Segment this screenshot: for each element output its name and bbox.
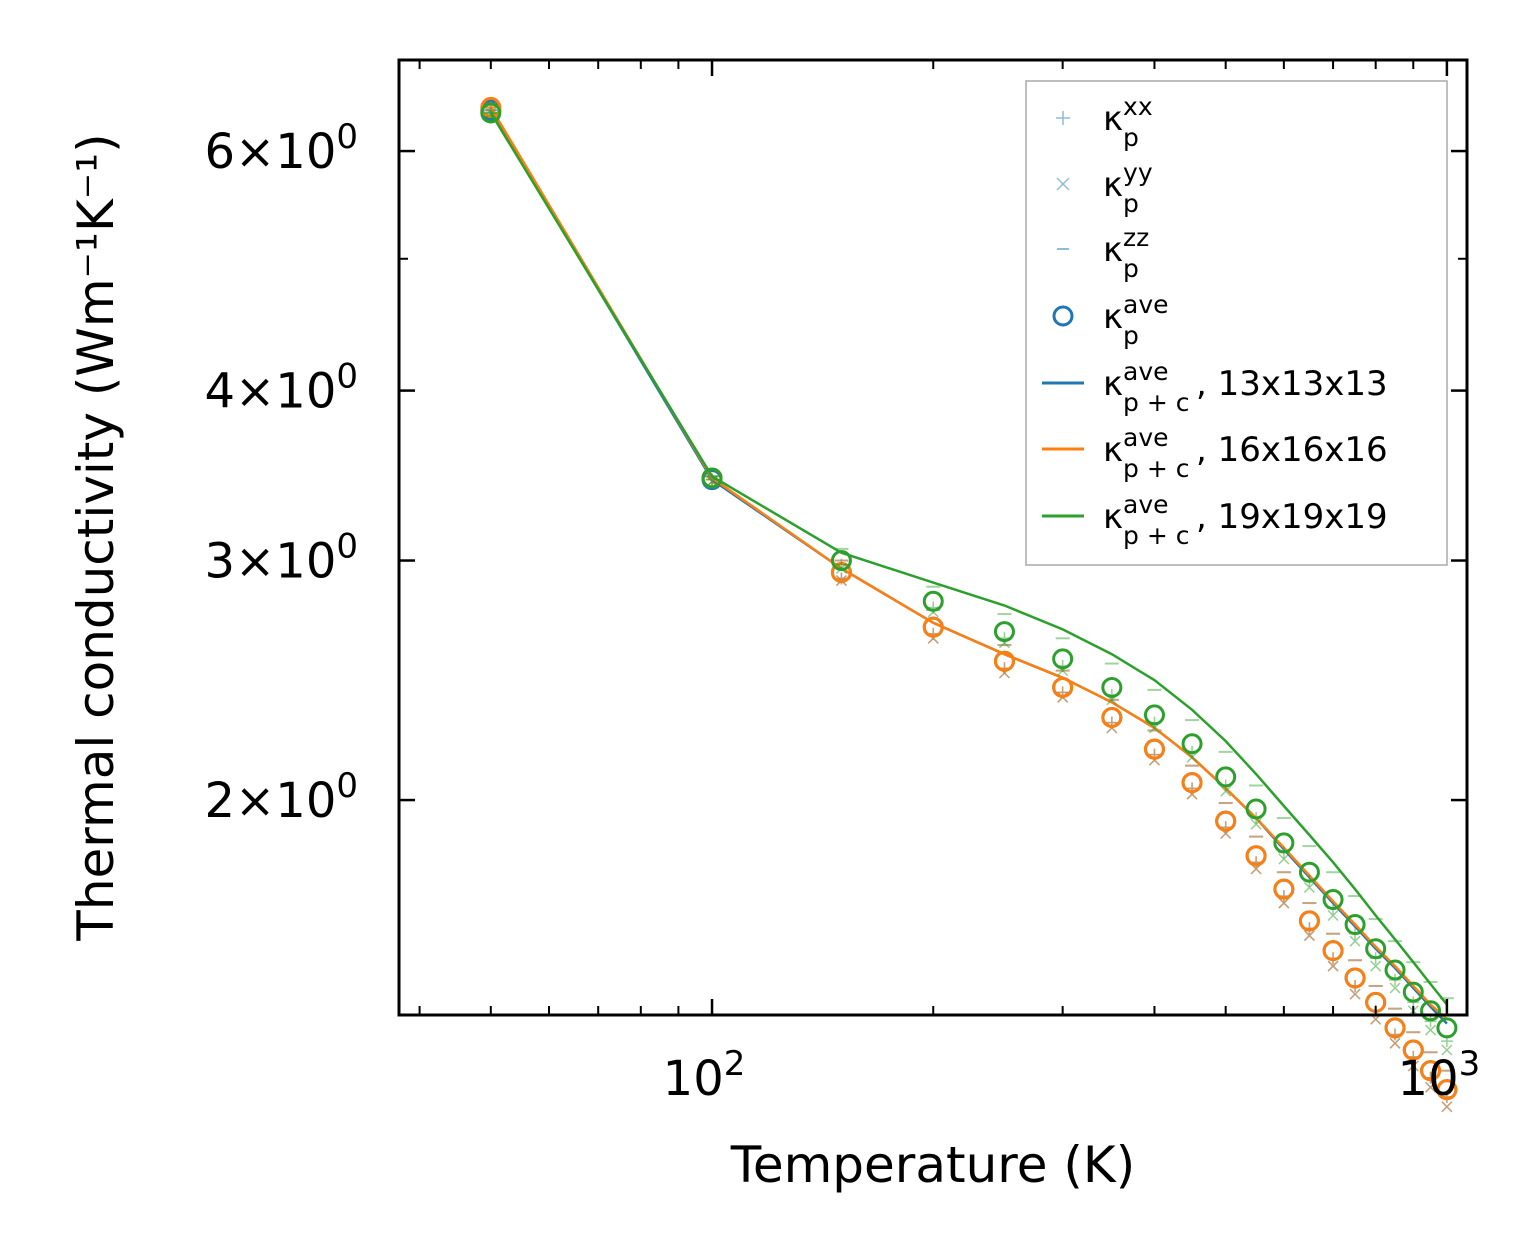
kave-point: [1273, 878, 1295, 900]
kave-point: [1436, 1079, 1458, 1101]
kave-point: [993, 621, 1015, 643]
kave-point: [1322, 940, 1344, 962]
kave-point: [1181, 772, 1203, 794]
x-axis-label: Temperature (K): [730, 1136, 1135, 1194]
plot-area: [480, 96, 1458, 1113]
kyy-point: [1278, 853, 1290, 865]
kyy-point: [1441, 1101, 1453, 1113]
kyy-point: [1389, 982, 1401, 994]
kyy-point: [1303, 930, 1315, 942]
legend-item: κave p + c, 19x19x19: [1042, 490, 1388, 550]
kave-point: [1365, 938, 1387, 960]
kxx-point: [1424, 1015, 1437, 1028]
kyy-point: [1220, 785, 1232, 797]
legend-label: κave p: [1103, 290, 1169, 350]
series-16x16x16: [480, 96, 1458, 1113]
kave-point: [1273, 832, 1295, 854]
legend-item: κave p + c, 13x13x13: [1042, 357, 1388, 417]
legend-label: κave p + c, 19x19x19: [1103, 490, 1388, 550]
kave-point: [1143, 704, 1165, 726]
y-tick-label: 3×100: [205, 527, 358, 590]
series-19x19x19: [480, 102, 1458, 1056]
legend-item: κzz p: [1057, 223, 1149, 283]
axis-ticks: 102 103 2×100 3×100 4×100 6×100: [205, 60, 1481, 1107]
kave-point: [480, 102, 502, 124]
kave-point: [1298, 910, 1320, 932]
kave-point: [922, 590, 944, 612]
kyy-point: [1424, 1081, 1437, 1093]
kave-point: [1052, 648, 1074, 670]
kave-point: [1215, 810, 1237, 832]
kyy-point: [1349, 935, 1361, 947]
kave-point: [1215, 766, 1237, 788]
legend-label: κave p + c, 16x16x16: [1103, 423, 1388, 483]
kave-point: [1402, 1039, 1424, 1061]
kyy-point: [1389, 1037, 1401, 1049]
kave-point: [1245, 845, 1267, 867]
kave-point: [1384, 1017, 1406, 1039]
kave-point: [1420, 1000, 1442, 1022]
legend-box: [1025, 80, 1448, 566]
legend-circle-marker: [1052, 305, 1074, 327]
legend-label: κyy p: [1103, 158, 1153, 218]
legend-label: κzz p: [1103, 223, 1149, 283]
kyy-point: [1186, 751, 1198, 763]
x-tick-label: 102: [663, 1044, 746, 1107]
kave-point: [1344, 914, 1366, 936]
kave-point: [1181, 733, 1203, 755]
kyy-point: [1370, 960, 1382, 972]
kave-point: [1322, 889, 1344, 911]
kyy-point: [1278, 897, 1290, 909]
kyy-point: [1327, 960, 1339, 972]
kave-point: [1402, 981, 1424, 1003]
kyy-point: [1349, 988, 1361, 1000]
kyy-point: [1303, 881, 1315, 893]
kave-point: [1384, 959, 1406, 981]
kave-point: [1101, 676, 1123, 698]
y-tick-label: 6×100: [205, 117, 358, 180]
legend-item: κxx p: [1056, 92, 1153, 152]
kave-point: [1101, 706, 1123, 728]
legend-cross-marker: [1056, 177, 1070, 191]
kave-point: [1143, 738, 1165, 760]
legend-item: κave p + c, 16x16x16: [1042, 423, 1388, 483]
kave-point: [1298, 861, 1320, 883]
legend-item: κave p: [1052, 290, 1169, 350]
kyy-point: [1424, 1024, 1437, 1036]
kyy-point: [1250, 818, 1262, 830]
y-tick-label: 2×100: [205, 766, 358, 829]
kave-point: [993, 650, 1015, 672]
kave-point: [1245, 798, 1267, 820]
kave-point: [701, 467, 723, 489]
legend-plus-marker: [1056, 111, 1070, 125]
kave-point: [1436, 1017, 1458, 1039]
kyy-point: [1441, 1044, 1453, 1056]
legend-label: κxx p: [1103, 92, 1153, 152]
y-tick-label: 4×100: [205, 357, 358, 420]
kyy-point: [1327, 909, 1339, 922]
y-axis-label: Thermal conductivity (Wm⁻¹K⁻¹): [67, 133, 125, 941]
kave-point: [1344, 967, 1366, 989]
kyy-point: [1407, 1060, 1419, 1072]
x-tick-label: 103: [1398, 1044, 1481, 1107]
legend-item: κyy p: [1056, 158, 1153, 218]
kave-point: [1420, 1060, 1442, 1082]
kpc-line: [489, 112, 1448, 1006]
legend-label: κave p + c, 13x13x13: [1103, 357, 1388, 417]
